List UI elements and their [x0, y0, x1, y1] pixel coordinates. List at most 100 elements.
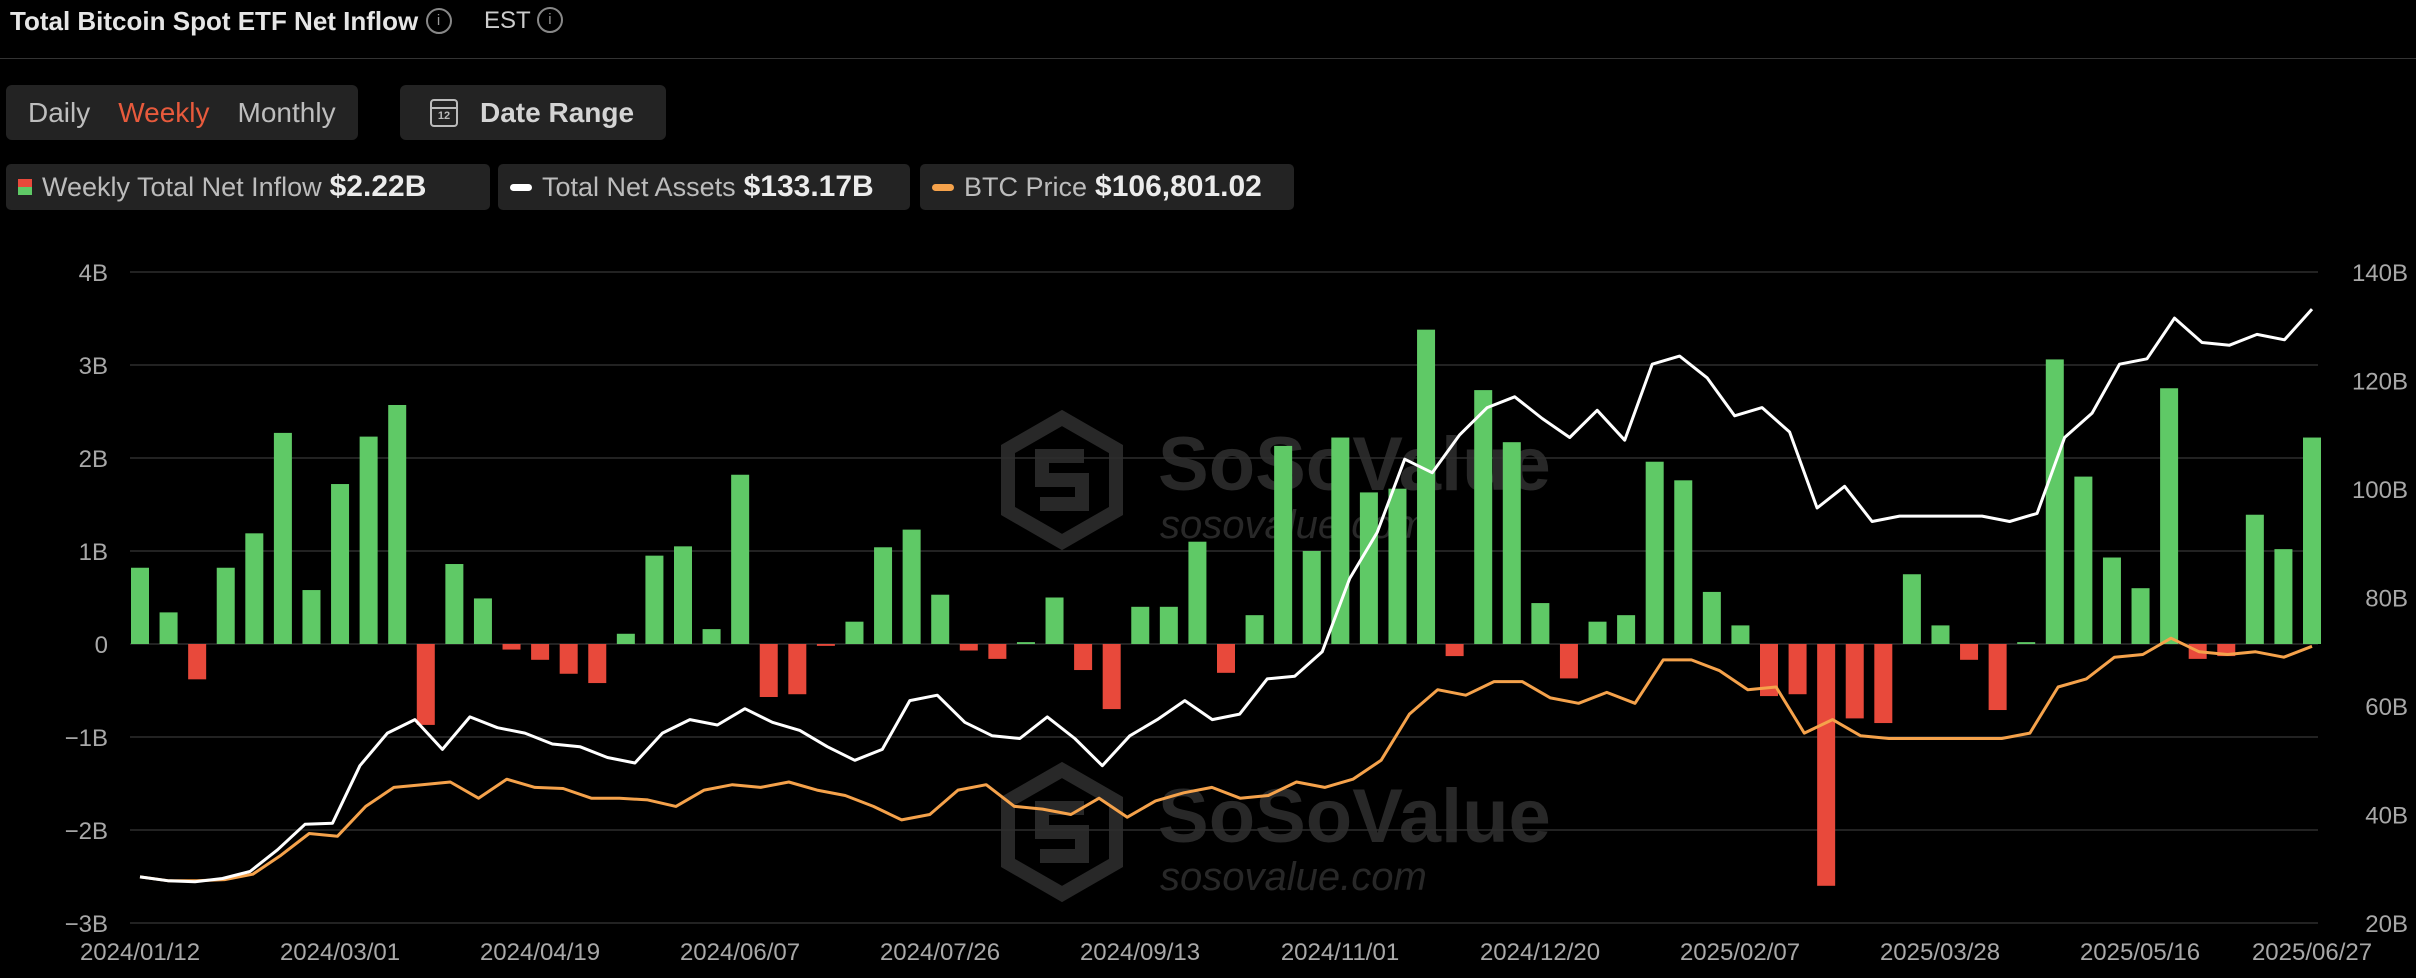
- legend-total-assets[interactable]: Total Net Assets $133.17B: [498, 164, 910, 210]
- inflow-bar[interactable]: [359, 436, 378, 644]
- inflow-bar[interactable]: [1988, 644, 2007, 711]
- inflow-bar[interactable]: [1217, 644, 1235, 673]
- left-tick-label: 3B: [79, 353, 108, 380]
- inflow-bar[interactable]: [1016, 642, 1035, 644]
- inflow-bar[interactable]: [188, 644, 207, 680]
- inflow-bar[interactable]: [1674, 480, 1693, 644]
- inflow-bar[interactable]: [1274, 445, 1293, 644]
- inflow-bar[interactable]: [816, 644, 835, 646]
- inflow-bar[interactable]: [1960, 644, 1979, 660]
- inflow-bar[interactable]: [1388, 488, 1407, 644]
- inflow-bar[interactable]: [1645, 461, 1664, 644]
- inflow-bar[interactable]: [1188, 541, 1207, 644]
- inflow-bar[interactable]: [1931, 625, 1950, 644]
- btc-price-line[interactable]: [139, 636, 2313, 883]
- legend-btc-price[interactable]: BTC Price $106,801.02: [920, 164, 1294, 210]
- inflow-bar[interactable]: [674, 546, 692, 644]
- inflow-bar[interactable]: [1559, 644, 1578, 679]
- inflow-bar[interactable]: [788, 644, 807, 695]
- inflow-bar[interactable]: [1502, 442, 1521, 644]
- inflow-bar[interactable]: [2217, 644, 2236, 657]
- info-icon[interactable]: i: [425, 8, 452, 35]
- inflow-bar[interactable]: [2274, 549, 2293, 644]
- inflow-bar[interactable]: [1331, 437, 1350, 644]
- inflow-bar[interactable]: [502, 644, 521, 650]
- inflow-bar[interactable]: [959, 644, 978, 651]
- inflow-bar[interactable]: [1788, 644, 1807, 695]
- inflow-bar[interactable]: [1359, 492, 1378, 644]
- inflow-bar[interactable]: [1617, 615, 1636, 644]
- inflow-bar[interactable]: [388, 404, 407, 644]
- inflow-bar[interactable]: [273, 432, 292, 644]
- inflow-bar[interactable]: [531, 644, 550, 660]
- period-weekly-button[interactable]: Weekly: [118, 96, 210, 128]
- inflow-bar[interactable]: [2160, 388, 2179, 644]
- inflow-bar[interactable]: [2245, 514, 2264, 644]
- inflow-bar[interactable]: [1588, 621, 1607, 644]
- inflow-bar[interactable]: [645, 555, 664, 644]
- inflow-bar[interactable]: [2131, 588, 2150, 644]
- period-selector: Daily Weekly Monthly: [6, 85, 358, 140]
- inflow-bar[interactable]: [1702, 591, 1721, 644]
- timezone-info-icon[interactable]: i: [536, 6, 563, 33]
- inflow-bar[interactable]: [1874, 644, 1893, 724]
- inflow-bar[interactable]: [1902, 574, 1921, 644]
- inflow-bar[interactable]: [1131, 606, 1150, 644]
- inflow-bar[interactable]: [988, 644, 1007, 659]
- inflow-bar[interactable]: [1445, 644, 1464, 657]
- inflow-bar[interactable]: [1474, 390, 1493, 644]
- inflow-bar[interactable]: [1731, 625, 1750, 644]
- watermark-brand: SoSoValue: [1158, 422, 1551, 507]
- inflow-bar[interactable]: [931, 594, 950, 644]
- period-daily-button[interactable]: Daily: [28, 96, 91, 128]
- date-range-button[interactable]: 12 Date Range: [400, 85, 666, 140]
- inflow-bar[interactable]: [1417, 329, 1436, 644]
- inflow-bar[interactable]: [159, 612, 178, 644]
- date-range-label: Date Range: [480, 96, 635, 128]
- inflow-bar[interactable]: [1845, 644, 1864, 719]
- inflow-bar[interactable]: [2045, 359, 2064, 644]
- inflow-bar[interactable]: [331, 484, 350, 644]
- timezone-label: EST i: [484, 6, 563, 35]
- inflow-bar[interactable]: [1817, 644, 1836, 886]
- inflow-bar[interactable]: [2303, 437, 2321, 644]
- inflow-bar[interactable]: [2188, 644, 2207, 659]
- left-tick-label: 4B: [79, 260, 108, 287]
- inflow-bar[interactable]: [702, 629, 721, 644]
- inflow-bar[interactable]: [131, 567, 149, 644]
- inflow-bar[interactable]: [1531, 603, 1550, 644]
- inflow-bar[interactable]: [2102, 557, 2121, 644]
- inflow-bar[interactable]: [845, 621, 864, 644]
- inflow-bar[interactable]: [588, 644, 607, 684]
- inflow-bar[interactable]: [1302, 551, 1321, 644]
- inflow-bar[interactable]: [1159, 606, 1178, 644]
- inflow-bar[interactable]: [2017, 642, 2036, 644]
- inflow-bar[interactable]: [473, 598, 492, 644]
- inflow-bar[interactable]: [874, 547, 893, 644]
- inflow-bar[interactable]: [302, 590, 321, 644]
- inflow-bar[interactable]: [416, 644, 435, 725]
- period-monthly-button[interactable]: Monthly: [237, 96, 336, 128]
- inflow-bar[interactable]: [616, 633, 635, 644]
- inflow-bar[interactable]: [1074, 644, 1093, 671]
- inflow-bar[interactable]: [216, 567, 235, 644]
- inflow-bar[interactable]: [902, 529, 921, 644]
- inflow-bar[interactable]: [731, 474, 750, 644]
- inflow-bar[interactable]: [245, 533, 264, 644]
- right-tick-label: 100B: [2352, 477, 2408, 504]
- legend-net-inflow[interactable]: Weekly Total Net Inflow $2.22B: [6, 164, 490, 210]
- inflow-bar[interactable]: [445, 564, 464, 644]
- inflow-bar[interactable]: [1245, 615, 1264, 644]
- inflow-bar[interactable]: [1760, 644, 1778, 697]
- total-net-assets-line[interactable]: [139, 308, 2314, 884]
- inflow-bars: [131, 329, 2321, 886]
- left-tick-label: 2B: [79, 446, 108, 473]
- inflow-swatch-icon: [18, 179, 32, 195]
- inflow-bar[interactable]: [559, 644, 578, 674]
- inflow-bar[interactable]: [1045, 597, 1064, 645]
- inflow-bar[interactable]: [1102, 644, 1121, 710]
- inflow-bar[interactable]: [2074, 476, 2093, 644]
- watermark-logo-icon-2: [1001, 761, 1123, 903]
- inflow-bar[interactable]: [759, 644, 778, 698]
